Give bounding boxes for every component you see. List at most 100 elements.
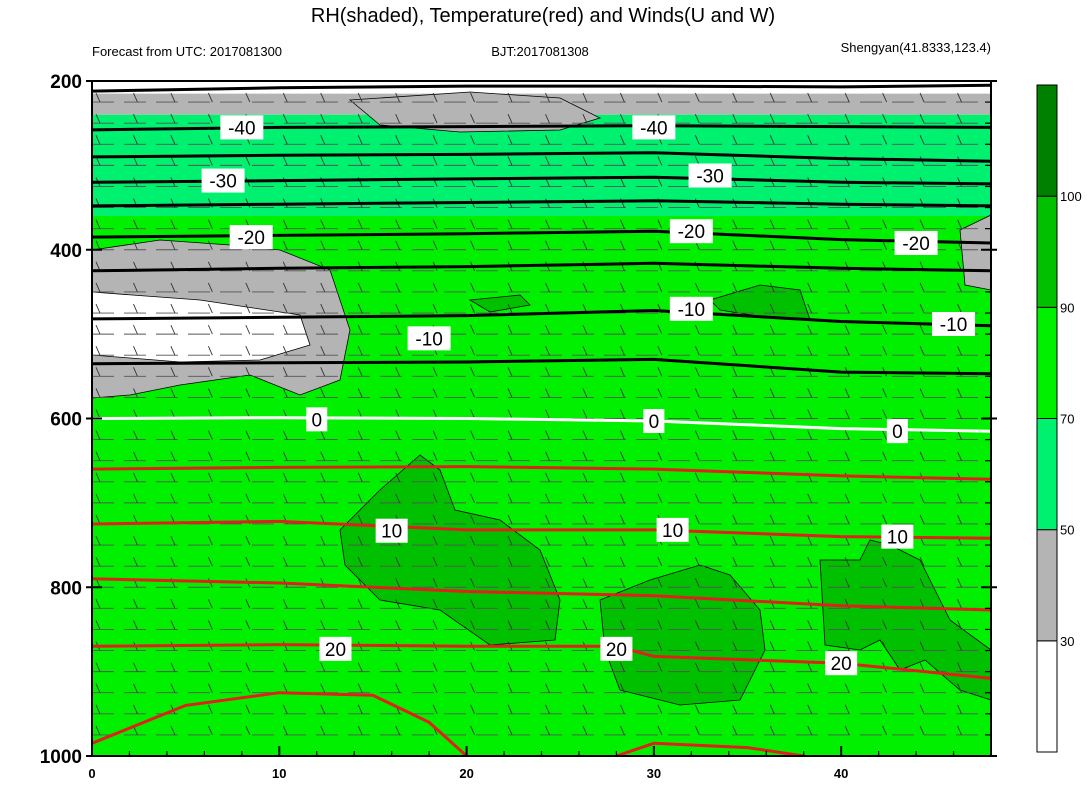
- wind-barb: [769, 535, 775, 546]
- wind-barb: [470, 704, 475, 714]
- wind-barb: [207, 493, 213, 504]
- wind-barb: [995, 199, 999, 208]
- wind-barb: [545, 430, 550, 440]
- wind-barb: [732, 472, 738, 482]
- wind-barb: [545, 135, 550, 145]
- contour-label: 20: [831, 654, 852, 675]
- wind-barb: [995, 304, 999, 313]
- wind-barb: [282, 114, 288, 124]
- wind-barb: [507, 725, 513, 736]
- contour-label: 10: [381, 522, 402, 543]
- wind-barb: [507, 346, 513, 356]
- wind-barb: [807, 303, 813, 314]
- contour-label: -20: [902, 234, 929, 255]
- wind-barb: [133, 135, 138, 145]
- wind-barb: [769, 641, 775, 651]
- wind-barb: [282, 430, 288, 440]
- wind-barb: [957, 388, 962, 398]
- wind-barb: [357, 346, 363, 356]
- x-tick-label: 20: [459, 766, 473, 781]
- wind-barb: [133, 599, 138, 609]
- wind-barb: [694, 620, 700, 630]
- wind-barb: [470, 346, 475, 356]
- wind-barb: [694, 578, 700, 588]
- wind-barb: [657, 451, 663, 461]
- wind-barb: [245, 556, 251, 567]
- wind-barb: [170, 599, 176, 609]
- wind-barb: [357, 725, 363, 736]
- wind-barb: [844, 282, 850, 293]
- wind-barb: [694, 92, 700, 103]
- wind-barb: [170, 367, 176, 377]
- wind-barb: [282, 704, 288, 714]
- isotherm--45: [92, 83, 991, 93]
- colorbar-swatch: [1036, 84, 1058, 197]
- wind-barb: [432, 704, 438, 714]
- wind-barb: [582, 493, 588, 504]
- wind-barb: [694, 430, 700, 440]
- wind-barb: [620, 114, 625, 124]
- wind-barb: [732, 493, 738, 504]
- wind-barb: [807, 451, 813, 461]
- wind-barb: [694, 556, 700, 567]
- wind-barb: [620, 409, 625, 419]
- wind-barb: [732, 135, 738, 145]
- wind-barb: [545, 303, 550, 314]
- wind-barb: [545, 367, 550, 377]
- wind-barb: [620, 451, 625, 461]
- wind-barb: [170, 683, 176, 693]
- wind-barb: [470, 662, 475, 672]
- wind-barb: [844, 324, 850, 335]
- isotherm--30: [92, 175, 991, 186]
- wind-barb: [919, 135, 925, 145]
- wind-barb: [507, 493, 513, 504]
- chart-subtitle-left: Forecast from UTC: 2017081300: [92, 44, 282, 59]
- wind-barb: [769, 346, 775, 356]
- wind-barb: [582, 282, 588, 293]
- wind-barb: [919, 578, 925, 588]
- wind-barb: [395, 451, 401, 461]
- wind-barb: [545, 472, 550, 482]
- wind-barb: [395, 472, 401, 482]
- x-tick-label: 10: [272, 766, 286, 781]
- wind-barb: [245, 156, 251, 166]
- contour-label: 10: [887, 528, 908, 549]
- wind-barb: [582, 535, 588, 546]
- wind-barb: [282, 388, 288, 398]
- wind-barb: [657, 641, 663, 651]
- wind-barb: [320, 662, 326, 672]
- wind-barb: [357, 156, 363, 166]
- wind-barb: [432, 662, 438, 672]
- wind-barb: [807, 92, 813, 103]
- wind-barb: [95, 114, 101, 124]
- wind-barb: [133, 493, 138, 504]
- wind-barb: [620, 240, 625, 250]
- wind-barb: [507, 388, 513, 398]
- wind-barb: [395, 493, 401, 504]
- wind-barb: [769, 620, 775, 630]
- wind-barb: [545, 219, 550, 229]
- wind-barb: [245, 367, 251, 377]
- wind-barb: [320, 556, 326, 567]
- wind-barb: [320, 346, 326, 356]
- wind-barb: [95, 725, 101, 736]
- contour-label-box: [306, 407, 328, 432]
- wind-barb: [807, 493, 813, 504]
- wind-barb: [882, 219, 888, 229]
- wind-barb: [844, 514, 850, 525]
- wind-barb: [470, 240, 475, 250]
- wind-barb: [395, 556, 401, 567]
- wind-barb: [545, 620, 550, 630]
- wind-barb: [170, 535, 176, 546]
- wind-barb: [807, 114, 813, 124]
- wind-barb: [133, 662, 138, 672]
- wind-barb: [320, 156, 326, 166]
- wind-barb: [957, 620, 962, 630]
- wind-barb: [95, 324, 101, 335]
- contour-label: 0: [311, 410, 322, 431]
- wind-barb: [957, 92, 962, 103]
- x-tick-label: 30: [647, 766, 661, 781]
- wind-barb: [882, 135, 888, 145]
- isotherm--5: [92, 357, 991, 376]
